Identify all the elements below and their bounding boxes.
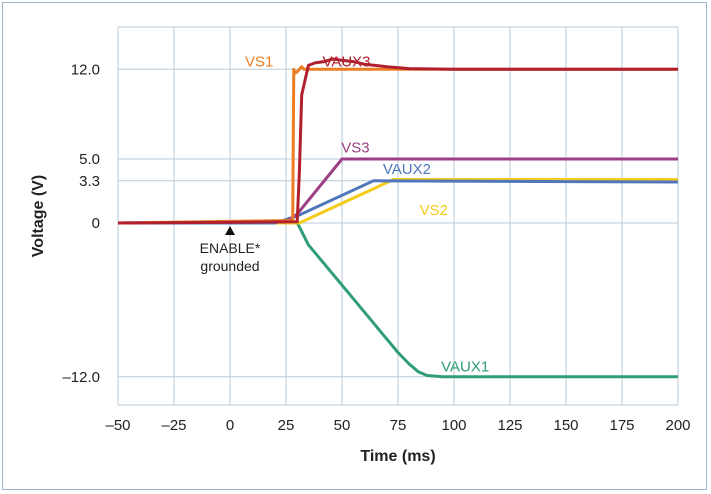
annotation-line-2: grounded [200,258,259,274]
series-line-vaux3 [117,57,678,225]
vertical-gridlines [117,27,679,405]
series-label-vaux3: VAUX3 [322,54,370,71]
x-tick-label: 200 [665,417,690,434]
y-tick-label: 12.0 [71,61,100,78]
annotation-enable-grounded: ENABLE* grounded [200,226,261,274]
annotation-line-1: ENABLE* [200,240,261,256]
y-tick-label: 0 [92,215,100,232]
series-line-vaux1 [118,221,678,379]
x-tick-label: 75 [390,417,407,434]
voltage-chart: –50 –25 0 25 50 75 100 125 150 175 200 12.0 5.0 3.3 0… [30,26,691,465]
plot-area-border [117,26,679,406]
series-label-vs2: VS2 [420,202,448,219]
series-label-vs1: VS1 [245,54,273,71]
x-tick-label: 175 [609,417,634,434]
enable-marker-triangle [225,226,235,236]
x-tick-label: 125 [497,417,522,434]
x-tick-label: 100 [441,417,466,434]
x-tick-label: 25 [278,417,295,434]
series-line-vs1 [117,65,678,225]
y-tick-label: 3.3 [79,173,100,190]
series-label-vs3: VS3 [341,139,369,156]
y-axis-title: Voltage (V) [30,175,47,257]
x-tick-label: –50 [105,417,130,434]
series-label-vaux1: VAUX1 [441,359,489,376]
series-label-vaux2: VAUX2 [383,161,431,178]
x-tick-labels: –50 –25 0 25 50 75 100 125 150 175 200 [105,417,690,434]
x-axis-title: Time (ms) [360,448,435,465]
x-tick-label: 0 [226,417,234,434]
x-tick-label: 150 [553,417,578,434]
chart-frame: –50 –25 0 25 50 75 100 125 150 175 200 12.0 5.0 3.3 0… [2,2,707,490]
y-tick-label: –12.0 [62,369,100,386]
y-tick-label: 5.0 [79,151,100,168]
y-tick-labels: 12.0 5.0 3.3 0 –12.0 [62,61,100,386]
series-labels: VS1 VAUX3 VS3 VAUX2 VS2 VAUX1 [245,54,489,376]
x-tick-label: –25 [161,417,186,434]
series-lines [117,57,679,379]
x-tick-label: 50 [334,417,351,434]
